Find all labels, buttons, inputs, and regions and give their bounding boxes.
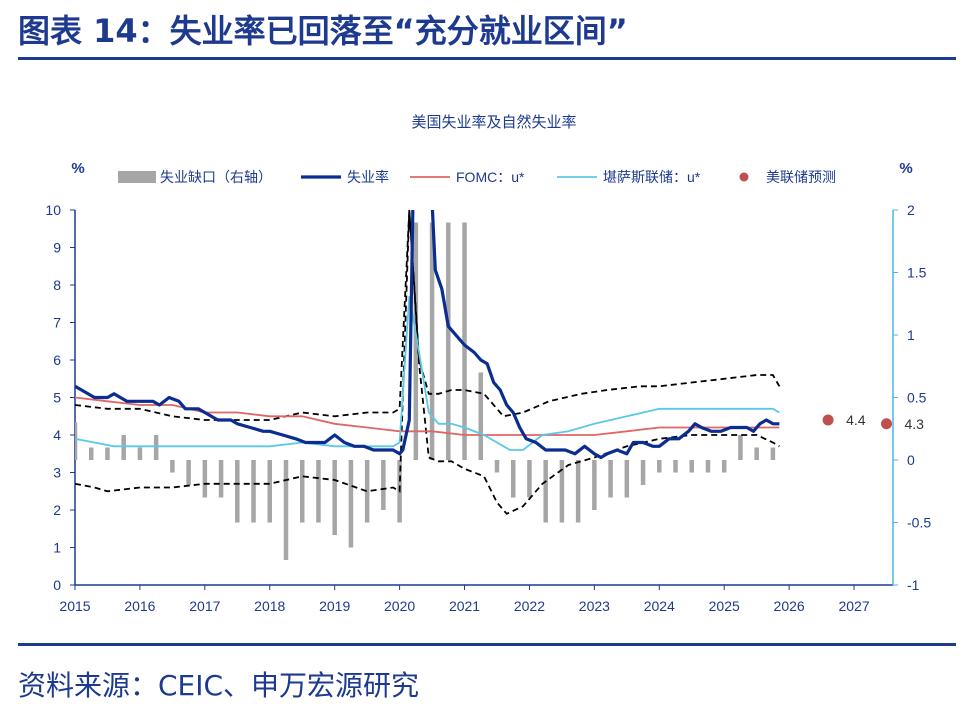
gap-bar bbox=[332, 460, 337, 535]
right-tick-label: 0 bbox=[907, 452, 915, 468]
gap-bar bbox=[673, 460, 678, 473]
x-tick-label: 2020 bbox=[384, 598, 415, 614]
left-tick-label: 6 bbox=[53, 352, 61, 368]
left-tick-label: 4 bbox=[53, 427, 61, 443]
gap-bar bbox=[657, 460, 662, 473]
chart: 美国失业率及自然失业率% % 失业缺口（右轴） 失业率 FOMC：u* 堪萨斯联储：u* 美… bbox=[45, 114, 931, 614]
gap-bar bbox=[364, 460, 370, 523]
left-axis-unit: % bbox=[71, 160, 84, 177]
left-tick-label: 7 bbox=[53, 315, 61, 331]
gap-bar bbox=[770, 447, 776, 460]
gap-bar bbox=[624, 460, 630, 498]
right-tick-label: -0.5 bbox=[907, 515, 931, 531]
x-tick-label: 2023 bbox=[579, 598, 610, 614]
gap-bar bbox=[299, 460, 305, 523]
x-tick-label: 2017 bbox=[189, 598, 220, 614]
gap-bar bbox=[170, 460, 175, 473]
gap-bar bbox=[559, 460, 565, 523]
legend-swatch-gap bbox=[118, 171, 156, 183]
gap-bar bbox=[153, 435, 159, 460]
gap-bar bbox=[527, 460, 532, 498]
x-tick-label: 2021 bbox=[449, 598, 480, 614]
left-tick-label: 9 bbox=[53, 240, 61, 256]
plot-area bbox=[75, 210, 781, 560]
x-tick-label: 2019 bbox=[319, 598, 350, 614]
gap-bar bbox=[381, 460, 386, 510]
gap-bar bbox=[608, 460, 613, 498]
gap-bar bbox=[202, 460, 208, 498]
gap-bar bbox=[575, 460, 581, 523]
bottom-divider bbox=[18, 643, 956, 646]
x-tick-label: 2022 bbox=[514, 598, 545, 614]
forecast-label: 4.4 bbox=[846, 412, 866, 428]
legend-item-2: FOMC：u* bbox=[456, 169, 525, 185]
left-tick-label: 10 bbox=[45, 202, 61, 218]
gap-bar bbox=[640, 460, 646, 485]
chart-title: 美国失业率及自然失业率 bbox=[411, 114, 576, 131]
gap-bar bbox=[721, 460, 727, 473]
top-divider bbox=[18, 57, 956, 60]
gap-bar bbox=[494, 460, 500, 473]
forecast-label: 4.3 bbox=[905, 416, 925, 432]
x-tick-label: 2018 bbox=[254, 598, 285, 614]
gap-bar bbox=[88, 447, 94, 460]
forecast-dot bbox=[881, 418, 893, 430]
legend-item-4: 美联储预测 bbox=[766, 169, 836, 185]
gap-bar bbox=[446, 222, 451, 460]
x-tick-label: 2027 bbox=[838, 598, 869, 614]
gap-bar bbox=[462, 222, 467, 460]
left-tick-label: 3 bbox=[53, 465, 61, 481]
left-tick-label: 2 bbox=[53, 502, 61, 518]
left-tick-label: 0 bbox=[53, 577, 61, 593]
right-tick-label: 2 bbox=[907, 202, 915, 218]
gap-bar bbox=[510, 460, 516, 498]
left-tick-label: 1 bbox=[53, 540, 61, 556]
gap-bar bbox=[186, 460, 191, 485]
gap-bar bbox=[705, 460, 711, 473]
upper-band-line bbox=[75, 210, 781, 421]
right-tick-label: 1 bbox=[907, 327, 915, 343]
right-axis-unit: % bbox=[899, 160, 912, 177]
gap-bar bbox=[738, 435, 743, 460]
legend-item-3: 堪萨斯联储：u* bbox=[603, 169, 701, 185]
gap-bar bbox=[283, 460, 289, 560]
x-tick-label: 2026 bbox=[774, 598, 805, 614]
forecast-dot bbox=[822, 414, 834, 426]
gap-bar bbox=[105, 447, 110, 460]
x-tick-label: 2015 bbox=[59, 598, 90, 614]
unemployment-rate-line bbox=[75, 210, 780, 460]
gap-bar bbox=[235, 460, 240, 523]
gap-bar bbox=[543, 460, 548, 523]
right-tick-label: -1 bbox=[907, 577, 920, 593]
gap-bar bbox=[121, 435, 126, 460]
lower-band-line bbox=[75, 210, 780, 515]
gap-bar bbox=[316, 460, 321, 523]
gap-bar bbox=[592, 460, 597, 510]
figure-title: 图表 14：失业率已回落至“充分就业区间” bbox=[18, 12, 628, 50]
kc-fed-ustar-line bbox=[75, 296, 780, 451]
left-tick-label: 5 bbox=[53, 390, 61, 406]
gap-bar bbox=[75, 422, 78, 460]
legend-item-0: 失业缺口（右轴） bbox=[160, 169, 272, 185]
legend-item-1: 失业率 bbox=[347, 169, 389, 185]
left-tick-label: 8 bbox=[53, 277, 61, 293]
gap-bar bbox=[689, 460, 694, 473]
gap-bar bbox=[137, 447, 143, 460]
gap-bar bbox=[754, 447, 759, 460]
x-tick-label: 2024 bbox=[644, 598, 675, 614]
gap-bar bbox=[218, 460, 224, 498]
gap-bar bbox=[413, 222, 419, 460]
right-tick-label: 0.5 bbox=[907, 390, 927, 406]
gap-bar bbox=[348, 460, 354, 548]
source-note: 资料来源：CEIC、申万宏源研究 bbox=[18, 669, 420, 702]
gap-bar bbox=[429, 222, 435, 460]
gap-bar bbox=[267, 460, 273, 523]
x-tick-label: 2025 bbox=[709, 598, 740, 614]
gap-bar bbox=[251, 460, 256, 523]
legend-swatch-forecast bbox=[739, 172, 749, 182]
x-tick-label: 2016 bbox=[124, 598, 155, 614]
right-tick-label: 1.5 bbox=[907, 265, 927, 281]
gap-bar bbox=[478, 372, 484, 460]
